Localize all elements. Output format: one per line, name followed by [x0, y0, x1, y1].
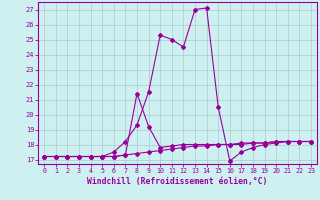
X-axis label: Windchill (Refroidissement éolien,°C): Windchill (Refroidissement éolien,°C)	[87, 177, 268, 186]
